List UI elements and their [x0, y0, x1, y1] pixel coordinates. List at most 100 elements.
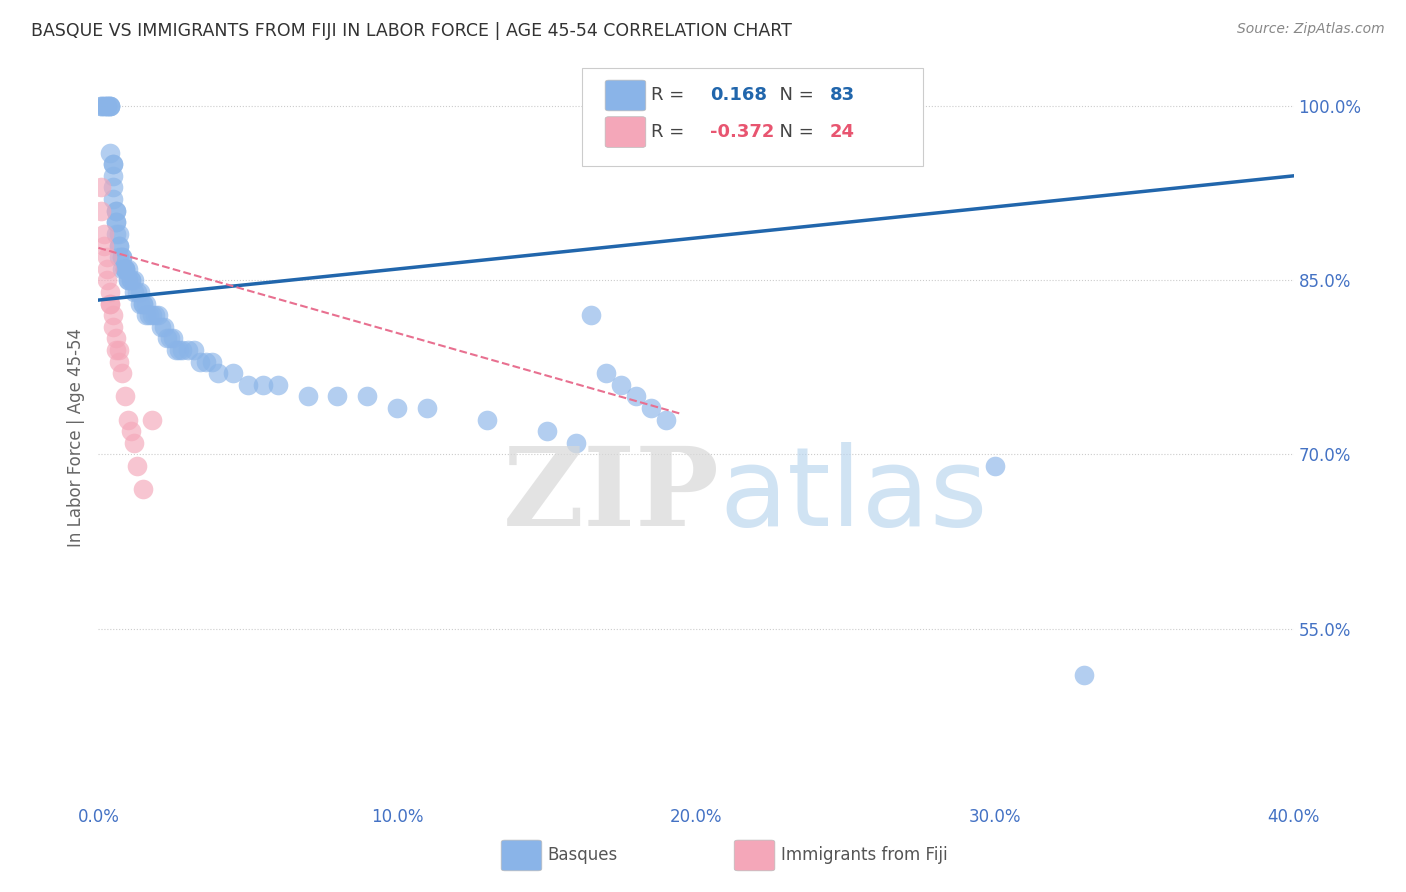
Point [536, 424, 558, 438]
Text: R =: R = [651, 123, 689, 141]
Point [96, 273, 118, 287]
Point [103, 157, 125, 171]
FancyBboxPatch shape [582, 68, 922, 167]
Point [108, 238, 131, 252]
Point [124, 285, 146, 299]
Point [297, 389, 319, 403]
Point [267, 377, 290, 392]
Point [105, 203, 128, 218]
Point [132, 296, 155, 310]
Point [111, 366, 134, 380]
Point [129, 296, 152, 310]
Point [103, 180, 125, 194]
Point [108, 343, 131, 357]
Point [201, 354, 224, 368]
Text: N =: N = [768, 87, 820, 104]
Text: Immigrants from Fiji: Immigrants from Fiji [780, 847, 948, 864]
Point [96, 99, 118, 113]
Point [148, 308, 170, 322]
Text: R =: R = [651, 87, 689, 104]
Point [117, 273, 139, 287]
Point [105, 331, 128, 345]
Point [108, 250, 131, 264]
Point [93, 227, 115, 241]
Point [127, 459, 149, 474]
Point [153, 319, 176, 334]
Point [90, 99, 112, 113]
Point [105, 203, 128, 218]
Point [129, 285, 152, 299]
Point [156, 331, 179, 345]
Point [475, 412, 498, 426]
Point [114, 261, 136, 276]
Point [120, 424, 142, 438]
Point [326, 389, 349, 403]
Point [98, 145, 122, 160]
Point [150, 319, 173, 334]
Text: atlas: atlas [720, 442, 988, 549]
Point [98, 99, 122, 113]
Point [111, 250, 134, 264]
Point [159, 331, 181, 345]
Point [565, 436, 588, 450]
Point [127, 285, 149, 299]
Text: N =: N = [768, 123, 820, 141]
Point [114, 389, 136, 403]
Point [98, 296, 122, 310]
Point [165, 343, 187, 357]
Point [90, 99, 112, 113]
Point [105, 227, 128, 241]
Point [236, 377, 259, 392]
Point [120, 273, 142, 287]
Y-axis label: In Labor Force | Age 45-54: In Labor Force | Age 45-54 [66, 327, 84, 547]
FancyBboxPatch shape [605, 117, 645, 147]
Text: 0.168: 0.168 [710, 87, 768, 104]
Text: -0.372: -0.372 [710, 123, 775, 141]
Point [135, 308, 157, 322]
Text: BASQUE VS IMMIGRANTS FROM FIJI IN LABOR FORCE | AGE 45-54 CORRELATION CHART: BASQUE VS IMMIGRANTS FROM FIJI IN LABOR … [31, 22, 792, 40]
Point [172, 343, 194, 357]
Point [117, 273, 139, 287]
Point [124, 436, 146, 450]
Point [167, 343, 190, 357]
Point [96, 250, 118, 264]
Point [610, 377, 633, 392]
Point [207, 366, 229, 380]
Point [984, 459, 1007, 474]
Point [595, 366, 617, 380]
Point [103, 169, 125, 183]
Point [98, 99, 122, 113]
Point [90, 180, 112, 194]
Point [103, 157, 125, 171]
Point [1073, 668, 1095, 682]
Point [98, 296, 122, 310]
Text: 83: 83 [830, 87, 855, 104]
Point [132, 483, 155, 497]
Point [124, 273, 146, 287]
Point [93, 99, 115, 113]
Point [120, 273, 142, 287]
Text: Source: ZipAtlas.com: Source: ZipAtlas.com [1237, 22, 1385, 37]
FancyBboxPatch shape [605, 80, 645, 111]
FancyBboxPatch shape [734, 840, 775, 871]
Point [98, 285, 122, 299]
Point [143, 308, 166, 322]
Point [93, 99, 115, 113]
Point [103, 319, 125, 334]
Point [162, 331, 184, 345]
Point [141, 412, 163, 426]
Point [114, 261, 136, 276]
Point [252, 377, 274, 392]
Point [103, 308, 125, 322]
Point [105, 215, 128, 229]
Point [183, 343, 205, 357]
Point [108, 238, 131, 252]
Point [108, 227, 131, 241]
Point [117, 412, 139, 426]
Point [132, 296, 155, 310]
Point [581, 308, 603, 322]
Point [177, 343, 200, 357]
Point [98, 99, 122, 113]
Point [96, 99, 118, 113]
Text: ZIP: ZIP [503, 442, 720, 549]
